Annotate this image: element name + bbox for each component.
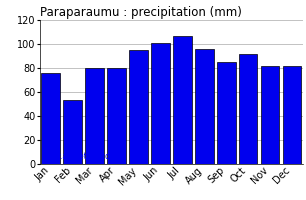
Bar [173, 36, 192, 164]
Bar [63, 100, 82, 164]
Bar [283, 66, 301, 164]
Bar [195, 49, 214, 164]
Text: Paraparaumu : precipitation (mm): Paraparaumu : precipitation (mm) [40, 6, 242, 19]
Bar [239, 54, 257, 164]
Bar [151, 43, 170, 164]
Bar [107, 68, 126, 164]
Bar [261, 66, 279, 164]
Bar [129, 50, 148, 164]
Bar [217, 62, 236, 164]
Bar [41, 73, 60, 164]
Text: www.allmetsat.com: www.allmetsat.com [43, 152, 118, 161]
Bar [85, 68, 104, 164]
